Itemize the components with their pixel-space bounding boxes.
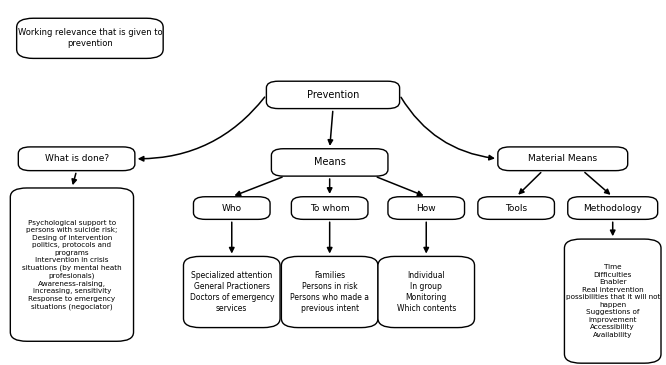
FancyBboxPatch shape (193, 197, 270, 219)
FancyBboxPatch shape (478, 197, 554, 219)
Text: Prevention: Prevention (307, 90, 359, 100)
Text: Families
Persons in risk
Persons who made a
previous intent: Families Persons in risk Persons who mad… (290, 271, 369, 313)
Text: How: How (416, 204, 436, 212)
FancyBboxPatch shape (292, 197, 368, 219)
FancyBboxPatch shape (281, 256, 378, 328)
FancyBboxPatch shape (272, 149, 388, 176)
FancyBboxPatch shape (565, 239, 661, 363)
Text: Individual
In group
Monitoring
Which contents: Individual In group Monitoring Which con… (396, 271, 456, 313)
Text: To whom: To whom (310, 204, 350, 212)
Text: Means: Means (314, 157, 346, 168)
FancyBboxPatch shape (388, 197, 465, 219)
FancyBboxPatch shape (378, 256, 474, 328)
Text: Time
Difficulties
Enabler
Real intervention
possibilities that it will not
happe: Time Difficulties Enabler Real intervent… (565, 264, 660, 338)
FancyBboxPatch shape (498, 147, 627, 171)
Text: Material Means: Material Means (528, 154, 597, 163)
Text: Tools: Tools (505, 204, 527, 212)
Text: Psychological support to
persons with suicide risk;
Desing of intervention
polit: Psychological support to persons with su… (22, 220, 122, 310)
Text: Working relevance that is given to
prevention: Working relevance that is given to preve… (17, 28, 163, 49)
FancyBboxPatch shape (19, 147, 135, 171)
Text: Who: Who (222, 204, 242, 212)
Text: What is done?: What is done? (45, 154, 109, 163)
FancyBboxPatch shape (183, 256, 280, 328)
FancyBboxPatch shape (11, 188, 133, 341)
FancyBboxPatch shape (567, 197, 658, 219)
FancyBboxPatch shape (266, 81, 400, 109)
Text: Specialized attention
General Practioners
Doctors of emergency
services: Specialized attention General Practioner… (190, 271, 274, 313)
Text: Methodology: Methodology (583, 204, 642, 212)
FancyBboxPatch shape (17, 18, 163, 58)
